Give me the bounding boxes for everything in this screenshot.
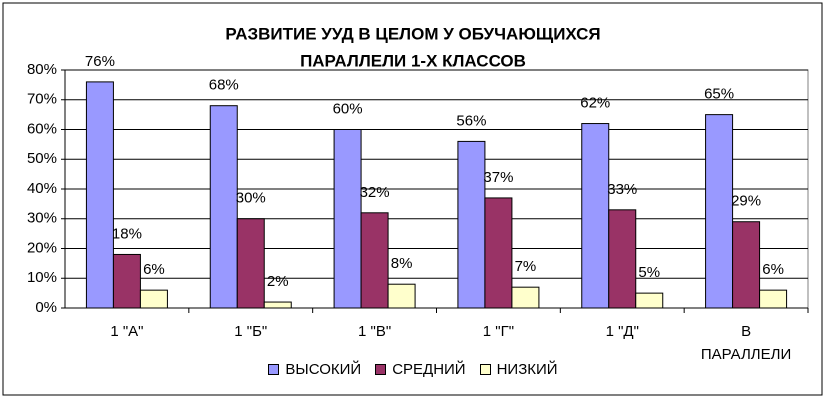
value-label: 76%	[85, 53, 115, 70]
value-label: 18%	[112, 225, 142, 242]
y-tick-label: 0%	[35, 299, 57, 316]
chart-title: РАЗВИТИЕ УУД В ЦЕЛОМ У ОБУЧАЮЩИХСЯ	[225, 24, 600, 43]
value-label: 32%	[360, 184, 390, 201]
value-label: 60%	[333, 100, 363, 117]
value-label: 65%	[704, 86, 734, 103]
y-tick-label: 60%	[27, 120, 57, 137]
bar	[608, 209, 637, 309]
value-label: 7%	[515, 258, 537, 275]
bar	[112, 253, 141, 309]
x-tick-label: 1 "А"	[110, 323, 144, 340]
bar	[263, 301, 292, 309]
bar	[732, 221, 761, 309]
value-label: 2%	[267, 273, 289, 290]
x-tick-label: 1 "Б"	[234, 323, 268, 340]
value-label: 68%	[209, 77, 239, 94]
bar	[139, 289, 168, 309]
y-tick-label: 40%	[27, 180, 57, 197]
y-tick-label: 30%	[27, 210, 57, 227]
legend-swatch	[479, 364, 491, 375]
value-label: 5%	[638, 264, 660, 281]
chart-border	[2, 2, 823, 396]
bar	[457, 140, 486, 309]
x-tick-label: 1 "В"	[357, 323, 392, 340]
x-tick-label: 1 "Г"	[482, 323, 515, 340]
value-label: 6%	[143, 261, 165, 278]
bar	[511, 286, 540, 309]
y-tick-label: 10%	[27, 269, 57, 286]
bar	[360, 212, 389, 309]
legend-label: ВЫСОКИЙ	[285, 361, 362, 378]
value-label: 30%	[236, 190, 266, 207]
legend-swatch	[375, 364, 387, 375]
bar	[581, 123, 610, 309]
legend: ВЫСОКИЙ СРЕДНИЙ НИЗКИЙ	[0, 361, 826, 378]
y-tick-label: 70%	[27, 91, 57, 108]
legend-label: СРЕДНИЙ	[392, 361, 466, 378]
bar	[387, 283, 416, 309]
x-tick-label: В ПАРАЛЛЕЛИ	[700, 323, 792, 363]
legend-label: НИЗКИЙ	[496, 361, 558, 378]
bar	[209, 105, 238, 309]
y-tick-label: 20%	[27, 239, 57, 256]
x-tick-label: 1 "Д"	[605, 323, 639, 340]
value-label: 8%	[391, 255, 413, 272]
value-label: 33%	[607, 181, 637, 198]
bar	[333, 129, 362, 309]
legend-swatch	[268, 364, 280, 375]
y-tick-label: 80%	[27, 61, 57, 78]
chart-title: ПАРАЛЛЕЛИ 1-Х КЛАССОВ	[300, 51, 526, 70]
value-label: 56%	[456, 112, 486, 129]
legend-item: СРЕДНИЙ	[375, 361, 466, 378]
value-label: 37%	[483, 169, 513, 186]
bar	[635, 292, 664, 309]
bar	[705, 114, 734, 309]
value-label: 6%	[762, 261, 784, 278]
legend-item: НИЗКИЙ	[479, 361, 558, 378]
value-label: 62%	[580, 95, 610, 112]
bar	[759, 289, 788, 309]
bar	[236, 218, 265, 309]
bar	[484, 197, 513, 309]
legend-item: ВЫСОКИЙ	[268, 361, 361, 378]
y-tick-label: 50%	[27, 150, 57, 167]
bar	[85, 81, 114, 309]
value-label: 29%	[731, 193, 761, 210]
